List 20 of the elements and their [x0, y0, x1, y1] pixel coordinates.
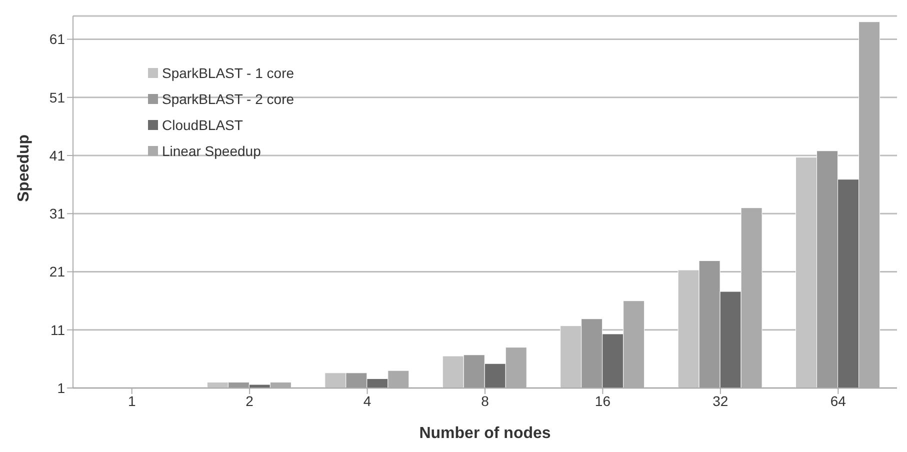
x-tick-label: 8 — [481, 392, 490, 409]
y-tick-label: 1 — [57, 380, 66, 396]
legend-label: SparkBLAST - 2 core — [162, 90, 294, 109]
x-tick-label: 4 — [363, 392, 372, 409]
y-tick-label: 31 — [49, 206, 66, 222]
x-tick-label: 1 — [128, 392, 136, 409]
x-axis-title: Number of nodes — [419, 425, 551, 442]
y-tick-label: 11 — [50, 322, 66, 338]
y-tick-label: 21 — [49, 264, 66, 280]
legend-label: Linear Speedup — [162, 142, 261, 161]
x-tick-label: 32 — [712, 392, 728, 409]
legend-label: SparkBLAST - 1 core — [162, 64, 294, 83]
x-tick-label: 16 — [594, 392, 611, 409]
x-tick-label: 2 — [246, 392, 254, 409]
legend-label: CloudBLAST — [162, 116, 243, 135]
y-tick-label: 41 — [49, 147, 66, 164]
y-axis-title: Speedup — [16, 134, 33, 202]
x-tick-label: 64 — [830, 392, 846, 409]
y-tick-label: 61 — [49, 31, 66, 48]
y-tick-label: 51 — [49, 89, 66, 106]
